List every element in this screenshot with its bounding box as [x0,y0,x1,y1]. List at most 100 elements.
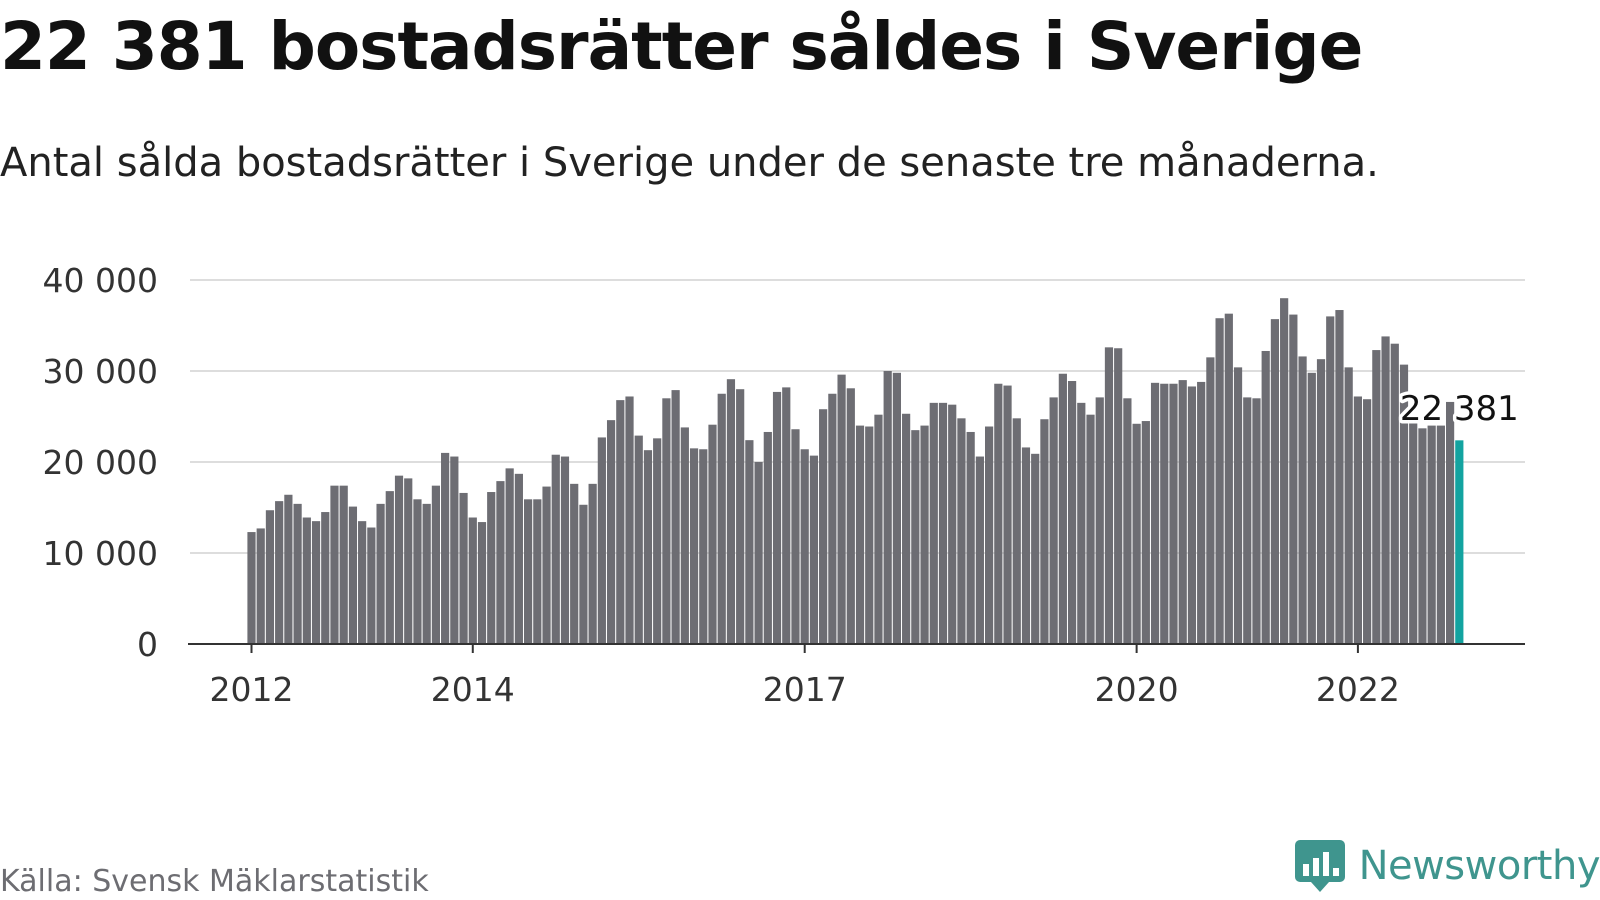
brand-name: Newsworthy [1358,843,1600,889]
bar [828,393,837,644]
bar [1316,359,1326,644]
bar [616,400,625,644]
bar [763,431,772,644]
bar [1446,401,1455,644]
bar [514,473,523,644]
bar [772,391,782,644]
bar [643,450,653,644]
bar [1307,372,1316,644]
bar [1086,414,1095,644]
bar [533,499,542,644]
bar [551,454,560,644]
bar [736,389,745,644]
bar [560,456,570,644]
bar [542,486,551,644]
x-tick-label: 2022 [1316,670,1400,709]
bar [671,390,680,644]
bar [1141,421,1150,644]
bar [394,475,404,644]
bar [1298,356,1307,644]
bar [477,522,487,644]
chart-title: 22 381 bostadsrätter såldes i Sverige [0,8,1363,85]
bar [1381,336,1390,644]
bar [975,456,984,644]
bar [708,424,717,644]
annotation: 22 381 [1396,386,1522,433]
bar [311,521,321,644]
bar [275,501,284,644]
bar [809,455,819,644]
x-tick-label: 2020 [1095,670,1179,709]
bar [1095,397,1104,644]
bar [1160,383,1169,644]
bar [1418,428,1427,644]
bar [1003,385,1012,644]
bar [625,396,634,644]
bar [680,427,689,644]
bar [957,418,966,644]
bar [1150,382,1160,644]
x-tick-label: 2017 [763,670,847,709]
bar [1215,318,1224,644]
bar [717,393,726,644]
bar [1326,316,1335,644]
bar [1390,343,1399,644]
bar [865,426,874,644]
bar [1289,314,1298,644]
x-tick-label: 2012 [210,670,294,709]
bar [1224,313,1233,644]
bar [699,449,708,644]
bar [606,420,616,644]
bar [1372,350,1381,644]
brand[interactable]: Newsworthy [1293,838,1600,894]
bar [376,503,385,644]
bar [441,452,450,644]
axes: 0 10 000 20 000 30 000 40 000 2012 2014 2017 202… [43,261,1525,709]
bar [1363,399,1372,644]
bar [450,456,459,644]
bar [413,499,422,644]
bar [265,510,275,644]
x-tick-label: 2014 [431,670,515,709]
bar [330,485,339,644]
bar [782,387,791,644]
bar [302,517,311,644]
bar [689,448,699,644]
bar-highlight [1455,440,1464,644]
y-tick-label: 40 000 [43,261,158,300]
bar [1031,453,1040,644]
bar [348,506,358,644]
bar [422,503,431,644]
bar [1058,373,1067,644]
bar [1409,418,1418,644]
bar [367,527,376,644]
bar [883,371,892,644]
bar [404,478,413,644]
bar [505,468,514,644]
bar [496,481,505,644]
bar [247,532,256,644]
bar [754,462,763,644]
bar [487,492,496,644]
bar [431,485,440,644]
bar [726,379,736,644]
bar [902,413,911,644]
bar [745,440,754,644]
y-tick-label: 0 [137,625,158,664]
bar [1012,418,1021,644]
bar [1399,364,1409,644]
bar [1123,398,1132,644]
bar [1427,425,1436,644]
bar [1197,381,1206,644]
bar [358,521,367,644]
bar [874,414,883,644]
bar [1049,397,1058,644]
bar [1252,398,1261,644]
source-note: Källa: Svensk Mäklarstatistik [0,864,429,899]
bar [588,483,597,644]
bar [1178,380,1187,644]
y-tick-label: 20 000 [43,443,158,482]
bar [819,409,828,644]
bar [468,517,477,644]
bar [892,372,901,644]
